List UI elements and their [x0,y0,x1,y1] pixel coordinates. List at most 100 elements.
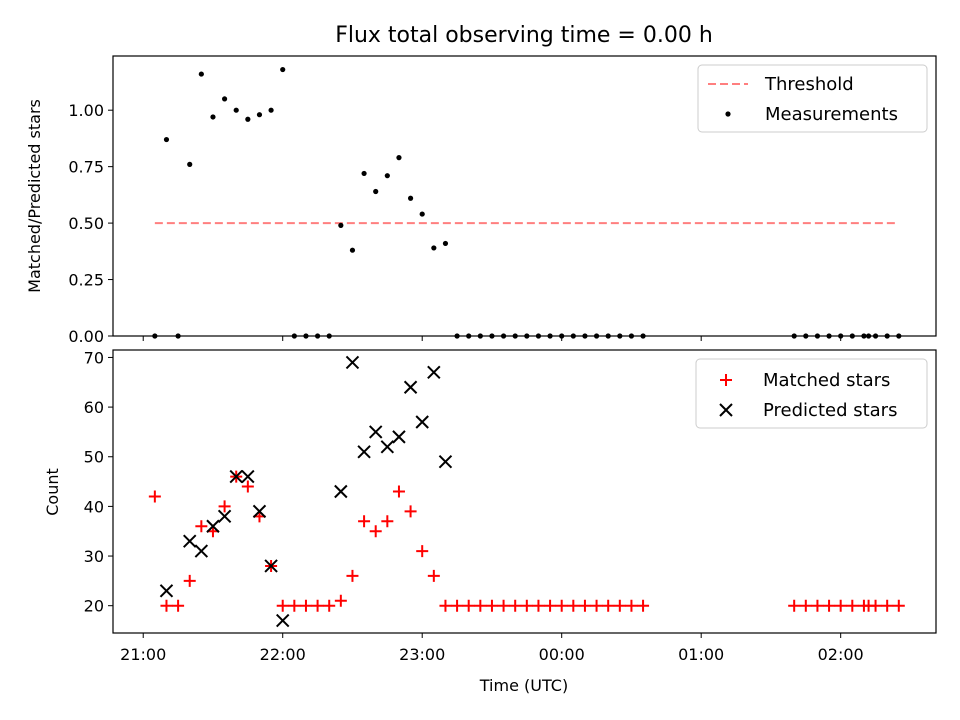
matched-point [602,599,615,612]
matched-point [358,515,371,528]
matched-point [613,599,626,612]
matched-point [439,599,452,612]
legend-box [697,64,928,133]
bottom-legend: Matched stars Predicted stars [695,358,928,429]
legend-predicted-swatch [719,403,733,417]
predicted-point [217,509,232,524]
measurement-point [361,170,367,177]
bottom-ytick-label: 20 [84,597,104,616]
top-ticks: 0.00 0.25 0.50 0.75 1.00 [68,101,842,346]
predicted-point [380,440,395,454]
measurement-point [210,114,216,120]
measurement-point [419,211,425,217]
matched-point [834,599,847,612]
legend-matched-label: Matched stars [763,370,890,391]
predicted-point [427,365,441,380]
predicted-point [194,544,209,558]
legend-threshold-label: Threshold [764,74,854,95]
predicted-point [334,484,348,499]
measurement-point [349,247,356,253]
matched-point [509,599,522,612]
matched-point [637,599,650,612]
predicted-point [229,469,243,484]
bottom-ticks: 20 30 40 50 60 70 21:00 22:00 23:00 00:00 01:00 02:… [84,348,864,664]
bottom-ytick-label: 50 [84,448,104,467]
matched-point [404,505,417,518]
measurement-point [338,222,344,228]
matched-point [381,515,394,528]
matched-point [369,525,382,538]
legend-predicted-label: Predicted stars [763,400,897,421]
matched-point [148,490,161,503]
matched-point [276,599,289,612]
matched-point [474,599,487,612]
measurement-point [163,136,170,143]
matched-point [532,599,545,612]
matched-point [544,599,557,612]
predicted-point [392,430,406,444]
predicted-point [241,469,255,484]
bottom-axes-frame [112,349,937,634]
predicted-point [438,455,453,469]
matched-point [160,599,173,612]
measurement-point [384,173,390,179]
measurement-point [280,66,286,73]
bottom-xtick-label: 22:00 [260,645,306,664]
predicted-point [403,380,418,394]
top-ytick-label: 0.50 [68,214,104,233]
matched-point [567,599,580,612]
predicted-point [345,355,360,370]
bottom-ytick-label: 70 [84,348,104,367]
top-axes-frame [112,55,937,337]
bottom-xtick-label: 02:00 [818,645,864,664]
matched-point [451,599,464,612]
measurement-point [407,195,414,201]
matched-point [323,599,336,612]
matched-point [811,599,824,612]
matched-point [346,569,359,582]
chart-title: Flux total observing time = 0.00 h [335,23,713,48]
matched-point [823,599,836,612]
matched-point [241,480,254,493]
measurement-point [442,240,449,247]
top-ylabel: Matched/Predicted stars [25,99,44,293]
matched-point [427,569,440,582]
predicted-point [264,559,278,573]
predicted-point [357,445,371,459]
matched-point [892,599,905,612]
bottom-ytick-label: 40 [84,497,104,516]
matched-point [462,599,475,612]
predicted-point [276,613,290,628]
top-ytick-label: 0.25 [68,271,104,290]
bottom-ytick-label: 60 [84,398,104,417]
matched-point [881,599,894,612]
matched-point [195,520,208,533]
matched-point [311,599,324,612]
matched-point [497,599,510,612]
top-legend: Threshold Measurements [697,64,928,133]
bottom-xtick-label: 01:00 [678,645,724,664]
top-ytick-label: 1.00 [68,101,104,120]
predicted-point [369,425,383,439]
measurement-point [268,107,274,113]
measurement-point [256,112,263,118]
matched-point [288,599,301,612]
matched-point [590,599,603,612]
matched-point [578,599,591,612]
bottom-xtick-label: 23:00 [399,645,445,664]
matched-point [299,599,312,612]
top-ytick-label: 0.75 [68,158,104,177]
matched-point [172,599,185,612]
legend-matched-swatch [720,374,732,386]
measurement-point [373,188,379,195]
bottom-panel: 20 30 40 50 60 70 21:00 22:00 23:00 00:00 01:00 02:… [43,348,937,695]
predicted-point [415,415,429,429]
matched-point [520,599,533,612]
measurement-point [396,155,402,161]
bottom-ytick-label: 30 [84,547,104,566]
matched-point [392,485,405,498]
legend-measurements-label: Measurements [765,104,898,125]
bottom-plot-area [148,355,905,628]
matched-point [416,545,429,558]
